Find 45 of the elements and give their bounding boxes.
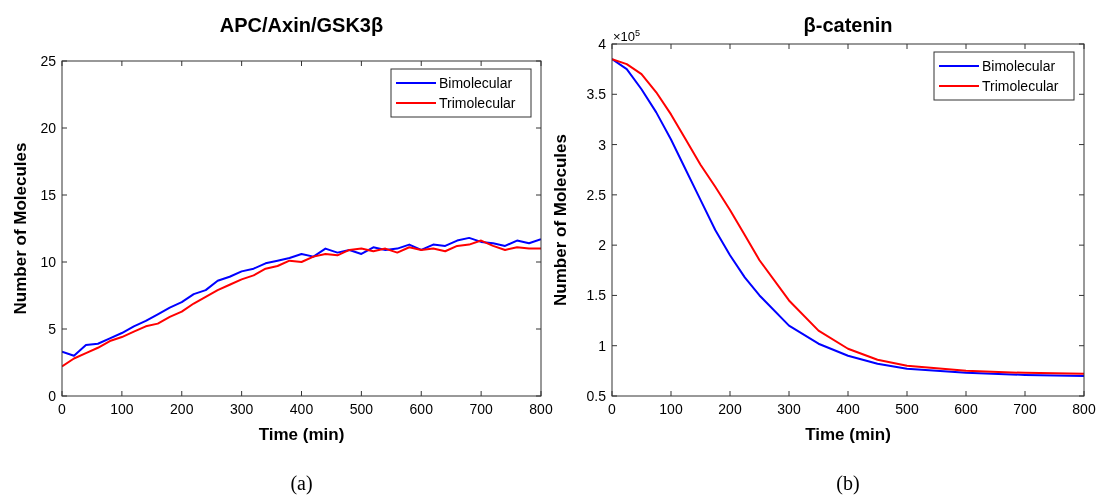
y-tick-label: 0 bbox=[48, 388, 57, 404]
y-tick-label: 4 bbox=[598, 36, 607, 52]
y-tick-label: 10 bbox=[40, 254, 57, 270]
text: (b) bbox=[836, 472, 860, 495]
x-tick-label: 700 bbox=[1013, 401, 1037, 417]
x-tick-label: 300 bbox=[229, 401, 254, 417]
x-tick-label: 800 bbox=[529, 401, 553, 417]
x-tick-label: 700 bbox=[469, 401, 494, 417]
legend-label: Bimolecular bbox=[439, 75, 513, 91]
x-tick-label: 600 bbox=[954, 401, 978, 417]
text: (a) bbox=[290, 472, 313, 495]
legend-label: Bimolecular bbox=[982, 58, 1056, 74]
x-tick-label: 400 bbox=[836, 401, 860, 417]
x-axis-title: Time (min) bbox=[805, 425, 891, 444]
y-tick-label: 15 bbox=[40, 187, 57, 203]
y-tick-label: 3.5 bbox=[586, 86, 607, 103]
y-axis-title: Number of Molecules bbox=[11, 142, 30, 315]
y-tick-label: 3 bbox=[598, 136, 607, 153]
x-axis-title: Time (min) bbox=[258, 425, 345, 444]
x-tick-label: 600 bbox=[409, 401, 434, 417]
x-tick-label: 500 bbox=[895, 401, 919, 417]
x-tick-label: 200 bbox=[718, 401, 742, 417]
y-tick-label: 0.5 bbox=[586, 388, 607, 404]
x-tick-label: 100 bbox=[659, 401, 683, 417]
y-tick-label: 20 bbox=[40, 120, 57, 136]
y-tick-label: 5 bbox=[48, 321, 57, 337]
y-tick-label: 25 bbox=[40, 53, 57, 69]
x-tick-label: 0 bbox=[58, 401, 67, 417]
x-tick-label: 100 bbox=[110, 401, 134, 417]
legend-label: Trimolecular bbox=[439, 95, 516, 111]
text: ×10$^{5}$ bbox=[613, 28, 641, 44]
x-tick-label: 500 bbox=[349, 401, 374, 417]
legend-label: Trimolecular bbox=[982, 78, 1059, 94]
y-tick-label: 1.5 bbox=[586, 287, 607, 304]
x-tick-label: 400 bbox=[289, 401, 314, 417]
x-tick-label: 800 bbox=[1072, 401, 1096, 417]
x-tick-label: 0 bbox=[608, 401, 617, 417]
x-tick-label: 200 bbox=[170, 401, 194, 417]
y-tick-label: 2 bbox=[598, 237, 607, 254]
chart-title: APC/Axin/GSK3β bbox=[219, 14, 384, 36]
x-tick-label: 300 bbox=[777, 401, 801, 417]
y-tick-label: 1 bbox=[598, 337, 607, 354]
y-axis-title: Number of Molecules bbox=[551, 134, 570, 306]
chart-title: β-catenin bbox=[803, 14, 893, 36]
y-tick-label: 2.5 bbox=[586, 186, 607, 203]
